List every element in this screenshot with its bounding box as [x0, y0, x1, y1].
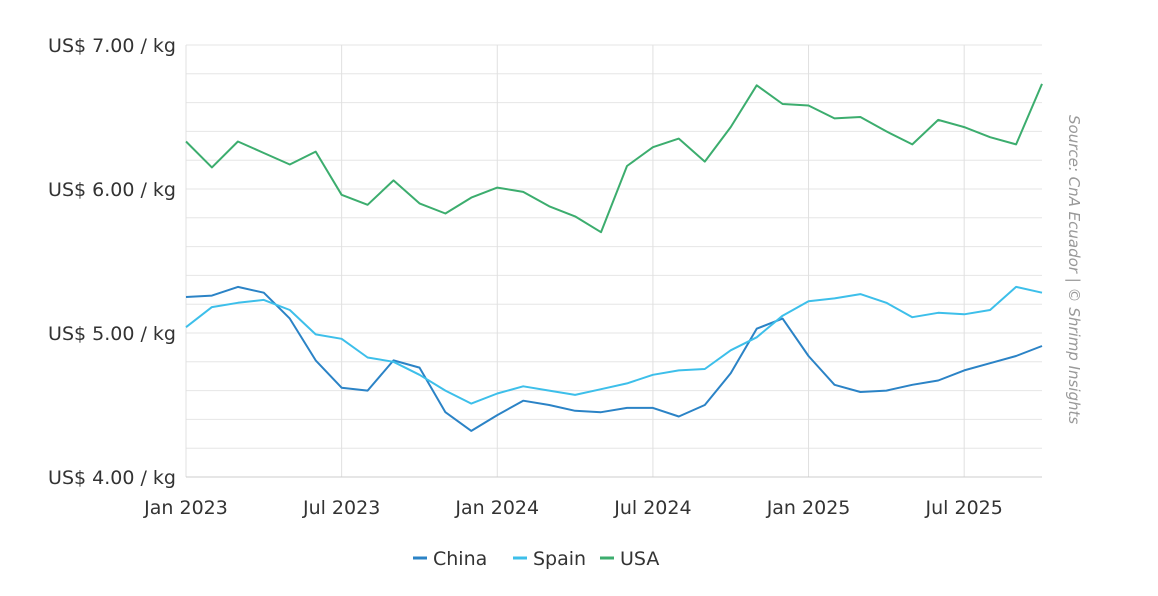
y-tick-label: US$ 6.00 / kg	[48, 179, 176, 201]
y-axis-ticks: US$ 7.00 / kg US$ 6.00 / kg US$ 5.00 / kg U…	[48, 35, 176, 489]
source-note: Source: CnA Ecuador | © Shrimp Insights	[1065, 115, 1083, 424]
legend-item-china[interactable]: China	[413, 548, 487, 570]
legend-item-spain[interactable]: Spain	[513, 548, 586, 570]
series-line-china	[185, 285, 1043, 432]
grid-lines	[185, 44, 1042, 478]
legend-label: USA	[620, 548, 659, 570]
x-tick-label: Jul 2024	[613, 497, 691, 519]
series-line-spain	[185, 285, 1043, 405]
x-tick-label: Jan 2025	[766, 497, 851, 519]
x-tick-label: Jan 2023	[143, 497, 228, 519]
legend: China Spain USA	[413, 548, 659, 570]
x-axis-ticks: Jan 2023 Jul 2023 Jan 2024 Jul 2024 Jan 2025…	[143, 497, 1003, 519]
x-tick-label: Jul 2023	[302, 497, 380, 519]
y-tick-label: US$ 4.00 / kg	[48, 467, 176, 489]
x-tick-label: Jul 2025	[925, 497, 1003, 519]
y-tick-label: US$ 7.00 / kg	[48, 35, 176, 57]
x-tick-label: Jan 2024	[454, 497, 539, 519]
legend-item-usa[interactable]: USA	[600, 548, 659, 570]
series-line-usa	[185, 83, 1043, 234]
legend-label: Spain	[533, 548, 586, 570]
legend-label: China	[433, 548, 487, 570]
series-lines	[185, 83, 1043, 432]
y-tick-label: US$ 5.00 / kg	[48, 323, 176, 345]
